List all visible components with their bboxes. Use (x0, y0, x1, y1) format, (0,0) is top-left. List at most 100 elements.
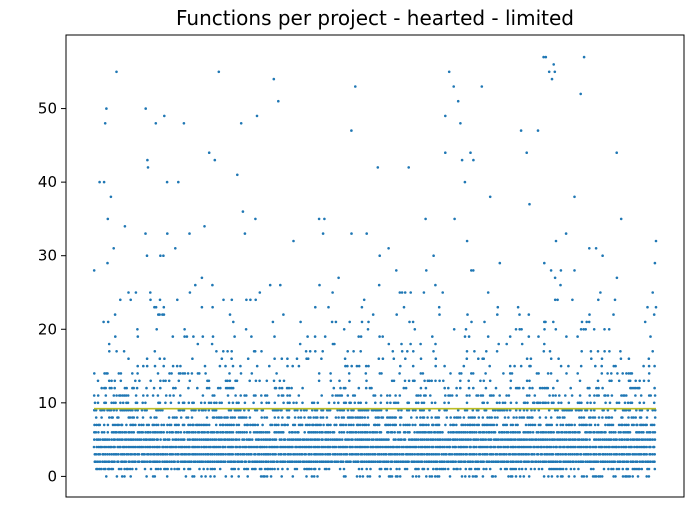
data-point (465, 408, 469, 412)
data-point (556, 416, 559, 419)
data-point (348, 453, 352, 456)
data-point (162, 423, 166, 427)
data-point (393, 431, 397, 434)
data-point (110, 401, 113, 405)
data-point (293, 467, 297, 471)
data-point (431, 335, 434, 338)
data-point (576, 453, 580, 456)
data-point (368, 475, 372, 478)
data-point (280, 475, 284, 478)
data-point (141, 460, 145, 464)
data-point (552, 445, 555, 449)
data-point (339, 386, 342, 390)
data-point (466, 313, 469, 316)
data-point (170, 460, 173, 464)
data-point (345, 445, 349, 449)
data-point (603, 445, 606, 449)
data-point (245, 394, 248, 397)
data-point (123, 225, 127, 228)
data-point (200, 276, 204, 280)
data-point (341, 460, 345, 464)
data-point (593, 416, 597, 419)
data-point (537, 431, 540, 434)
data-point (573, 195, 576, 199)
data-point (523, 438, 527, 441)
data-point (584, 328, 587, 331)
data-point (530, 408, 533, 412)
data-point (207, 151, 211, 154)
data-point (342, 328, 346, 331)
data-point (641, 460, 645, 464)
data-point (171, 416, 175, 419)
data-point (608, 416, 611, 419)
data-point (281, 467, 284, 471)
data-point (497, 460, 501, 464)
data-point (226, 386, 230, 390)
data-point (143, 467, 147, 471)
data-point (214, 408, 218, 412)
data-point (528, 202, 531, 206)
data-point (248, 416, 252, 419)
data-point (231, 401, 235, 405)
data-point (556, 379, 559, 383)
data-point (237, 467, 240, 471)
data-point (479, 431, 482, 434)
data-point (207, 460, 210, 464)
data-point (215, 401, 218, 405)
data-point (312, 416, 316, 419)
data-point (629, 438, 632, 441)
data-point (151, 445, 155, 449)
data-point (144, 232, 147, 235)
data-point (428, 445, 431, 449)
data-point (224, 423, 228, 427)
data-point (614, 364, 617, 368)
data-point (138, 379, 141, 383)
data-point (153, 416, 156, 419)
data-point (546, 453, 550, 456)
data-point (184, 475, 188, 478)
data-point (642, 431, 645, 434)
data-point (588, 438, 591, 441)
data-point (460, 431, 464, 434)
data-point (505, 467, 509, 471)
data-point (452, 328, 456, 331)
data-point (617, 423, 621, 427)
data-point (196, 386, 199, 390)
data-point (354, 445, 357, 449)
data-point (254, 431, 258, 434)
data-point (244, 328, 248, 331)
data-point (470, 372, 473, 375)
data-point (551, 453, 555, 456)
data-point (102, 423, 106, 427)
data-point (362, 445, 366, 449)
data-point (619, 217, 623, 221)
data-point (349, 401, 353, 405)
data-point (177, 180, 180, 184)
data-point (260, 401, 263, 405)
data-point (162, 364, 165, 368)
data-point (553, 467, 557, 471)
data-point (288, 394, 292, 397)
data-point (593, 453, 596, 456)
data-point (481, 416, 485, 419)
data-point (355, 445, 359, 449)
data-point (372, 438, 375, 441)
data-point (379, 394, 383, 397)
data-point (162, 379, 165, 383)
data-point (589, 423, 593, 427)
data-point (531, 423, 535, 427)
data-point (117, 460, 120, 464)
data-point (651, 350, 654, 353)
data-point (507, 475, 510, 478)
data-point (323, 217, 326, 221)
data-point (181, 453, 184, 456)
data-point (491, 408, 495, 412)
data-point (642, 364, 645, 368)
data-point (597, 438, 600, 441)
data-point (137, 460, 141, 464)
data-point (593, 431, 596, 434)
data-point (473, 445, 476, 449)
data-point (639, 453, 643, 456)
data-point (261, 408, 265, 412)
data-point (207, 386, 211, 390)
